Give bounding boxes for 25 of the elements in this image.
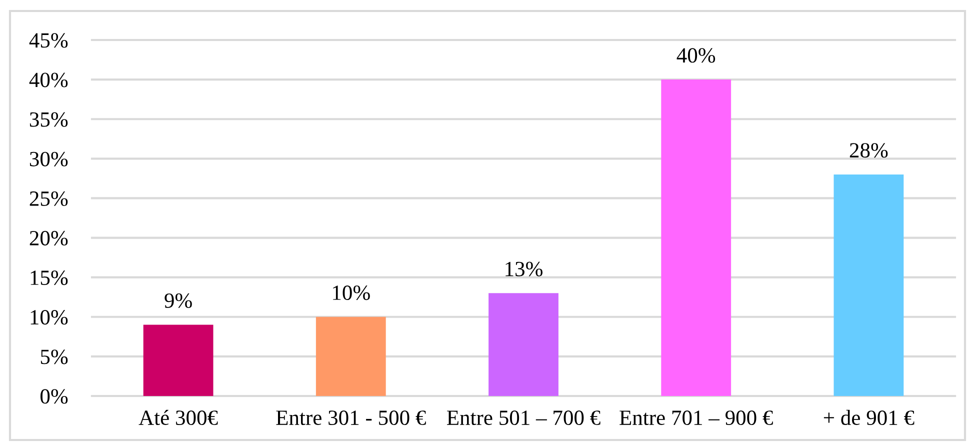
- x-tick-label: Entre 301 - 500 €: [276, 410, 426, 426]
- bar: [834, 174, 904, 396]
- data-label: 10%: [333, 285, 370, 300]
- y-tick-label: 35%: [30, 112, 68, 127]
- y-tick-label: 40%: [29, 72, 68, 88]
- data-label: 28%: [850, 143, 888, 158]
- bar: [316, 316, 386, 396]
- data-label: 40%: [676, 48, 716, 63]
- data-label: 9%: [164, 293, 192, 308]
- bar: [488, 293, 558, 396]
- bar: [143, 324, 214, 396]
- y-tick-label: 45%: [29, 33, 68, 48]
- x-tick-label: Entre 501 – 700 €: [446, 410, 600, 426]
- y-tick-label: 30%: [30, 152, 68, 166]
- data-label: 13%: [506, 262, 542, 276]
- y-tick-label: 0%: [40, 389, 68, 404]
- y-tick-label: 15%: [30, 270, 68, 286]
- y-tick-label: 20%: [30, 230, 68, 246]
- x-tick-label: Entre 701 – 900 €: [620, 410, 773, 426]
- y-tick-label: 10%: [30, 310, 68, 325]
- y-tick-label: 25%: [30, 191, 68, 206]
- x-tick-label: Até 300€: [138, 410, 218, 426]
- y-tick-label: 5%: [40, 350, 68, 364]
- x-tick-label: + de 901 €: [824, 410, 914, 426]
- bar: [661, 80, 732, 396]
